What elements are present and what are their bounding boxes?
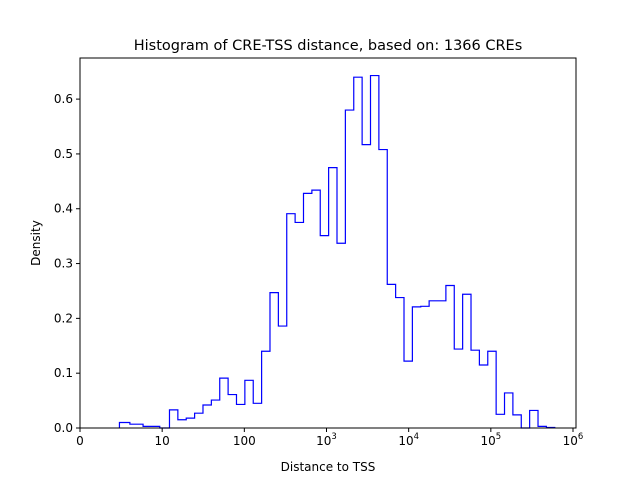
histogram-bin xyxy=(186,418,194,428)
y-tick-label: 0.5 xyxy=(54,147,73,161)
x-tick-label: 103 xyxy=(316,432,337,448)
x-tick-base: 0 xyxy=(76,434,84,448)
x-tick-label: 104 xyxy=(398,432,419,448)
histogram-bin xyxy=(505,393,513,428)
histogram-bin xyxy=(178,420,186,428)
y-tick-label: 0.3 xyxy=(54,257,73,271)
histogram-bin xyxy=(236,404,244,428)
axes-frame xyxy=(79,57,577,429)
histogram-bin xyxy=(312,190,320,428)
x-tick-label: 106 xyxy=(563,432,584,448)
histogram-bin xyxy=(278,326,286,428)
x-tick-base: 10 xyxy=(480,434,495,448)
histogram-bin xyxy=(513,415,521,428)
histogram-bin xyxy=(245,380,253,428)
plot-area xyxy=(118,74,556,429)
y-tick-label: 0.2 xyxy=(54,311,73,325)
histogram-bin xyxy=(471,350,479,428)
histogram-bin xyxy=(195,413,203,428)
histogram-bin xyxy=(429,301,437,428)
histogram-bin xyxy=(412,307,420,428)
y-tick-label: 0.1 xyxy=(54,366,73,380)
x-tick-exponent: 5 xyxy=(496,432,501,442)
x-tick-label: 100 xyxy=(233,434,256,448)
histogram-bin xyxy=(438,301,446,428)
x-tick-label: 0 xyxy=(76,434,84,448)
histogram-bin xyxy=(421,306,429,428)
histogram-bin xyxy=(211,400,219,428)
histogram-bin xyxy=(345,110,353,428)
histogram-bin xyxy=(396,298,404,428)
histogram-bin xyxy=(329,168,337,428)
y-tick-label: 0.0 xyxy=(54,421,73,435)
histogram-bin xyxy=(488,351,496,428)
histogram-bin xyxy=(337,243,345,428)
chart-title: Histogram of CRE-TSS distance, based on:… xyxy=(134,38,523,54)
histogram-bin xyxy=(119,423,129,428)
histogram-bin xyxy=(228,395,236,428)
x-tick-base: 10 xyxy=(563,434,578,448)
histogram-bin xyxy=(362,145,370,428)
histogram-bin xyxy=(387,284,395,428)
y-axis-label: Density xyxy=(29,220,43,266)
histogram-bin xyxy=(530,410,538,428)
histogram-bin xyxy=(287,214,295,428)
histogram-outline xyxy=(118,74,556,429)
x-tick-base: 10 xyxy=(398,434,413,448)
y-tick-label: 0.4 xyxy=(54,202,73,216)
x-tick-label: 105 xyxy=(480,432,501,448)
y-axis-ticks: 0.0 0.1 0.2 0.3 0.4 0.5 0.6 xyxy=(54,92,80,435)
y-tick-label: 0.6 xyxy=(54,92,73,106)
histogram-bin xyxy=(320,236,328,428)
histogram-bin xyxy=(446,285,454,428)
histogram-bin xyxy=(169,410,177,428)
histogram-bin xyxy=(404,361,412,428)
histogram-bin xyxy=(303,193,311,428)
x-tick-base: 100 xyxy=(233,434,256,448)
x-tick-base: 10 xyxy=(316,434,331,448)
x-tick-exponent: 6 xyxy=(578,432,583,442)
histogram-bin xyxy=(203,405,211,428)
histogram-bin xyxy=(454,349,462,428)
x-tick-base: 10 xyxy=(155,434,170,448)
histogram-bin xyxy=(371,76,379,428)
histogram-bin xyxy=(262,351,270,428)
histogram-bin xyxy=(253,403,261,428)
x-axis-label: Distance to TSS xyxy=(281,460,376,474)
x-tick-exponent: 3 xyxy=(331,432,336,442)
histogram-bin xyxy=(479,365,487,428)
x-tick-label: 10 xyxy=(155,434,170,448)
histogram-bin xyxy=(463,294,471,428)
histogram-bin xyxy=(220,378,228,428)
histogram-bin xyxy=(270,293,278,428)
x-axis-ticks: 0 10 100 103 104 105 106 xyxy=(76,428,583,448)
x-tick-exponent: 4 xyxy=(414,432,419,442)
histogram-bin xyxy=(354,77,362,428)
histogram-bin xyxy=(379,150,387,428)
histogram-bin xyxy=(295,222,303,428)
histogram-bin xyxy=(496,414,504,428)
